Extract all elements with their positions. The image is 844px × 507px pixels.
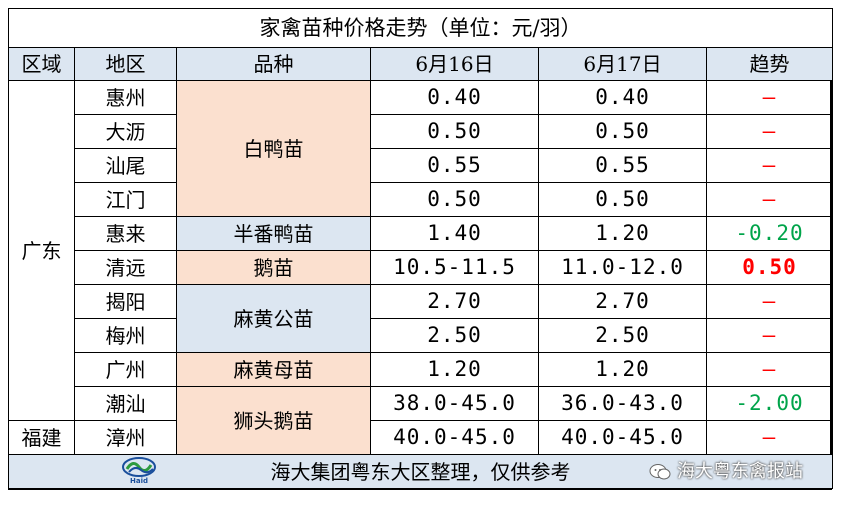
trend-cell: — — [705, 352, 834, 387]
region-cell: 清远 — [74, 250, 177, 285]
watermark: 海大粤东禽报站 — [649, 459, 803, 485]
trend-cell: — — [705, 114, 834, 149]
table-row: 潮汕 狮头鹅苗 38.0-45.0 36.0-43.0 -2.00 — [9, 386, 834, 455]
trend-cell: — — [705, 420, 834, 455]
trend-cell: — — [705, 318, 834, 353]
price-date2: 1.20 — [538, 352, 707, 387]
price-date1: 2.70 — [370, 284, 539, 319]
trend-cell: -0.20 — [705, 216, 834, 251]
region-cell: 大沥 — [74, 114, 177, 149]
table-row: 广东 惠州 白鸭苗 0.40 0.40 — — [8, 80, 834, 421]
price-date1: 0.40 — [370, 80, 539, 115]
table-row: 惠来 半番鸭苗 1.40 1.20 -0.20 — [9, 216, 834, 251]
price-date2: 36.0-43.0 — [538, 386, 707, 421]
price-date1: 38.0-45.0 — [370, 386, 539, 421]
table-row: 汕尾 0.55 0.55 — — [9, 148, 834, 183]
table-row: 清远 鹅苗 10.5-11.5 11.0-12.0 0.50 — [9, 250, 834, 285]
price-date2: 2.50 — [538, 318, 707, 353]
trend-cell: 0.50 — [705, 250, 834, 285]
region-cell: 江门 — [74, 182, 177, 217]
region-cell: 梅州 — [74, 318, 177, 353]
table-title: 家禽苗种价格走势（单位：元/羽） — [7, 8, 834, 48]
table-row: 揭阳 麻黄公苗 2.70 2.70 — — [9, 284, 834, 353]
variety-muscovy-half: 半番鸭苗 — [176, 216, 371, 251]
region-cell: 漳州 — [74, 420, 177, 455]
trend-cell: — — [705, 148, 834, 183]
header-area: 区域 — [8, 47, 75, 81]
price-date2: 0.50 — [538, 182, 707, 217]
price-date2: 40.0-45.0 — [538, 420, 707, 455]
logo-label: Haid — [130, 477, 148, 485]
variety-mahuang-male: 麻黄公苗 — [176, 284, 371, 353]
table-row: 广州 麻黄母苗 1.20 1.20 — — [9, 352, 834, 387]
region-cell: 潮汕 — [74, 386, 177, 421]
wechat-icon — [649, 464, 671, 480]
price-date1: 0.50 — [370, 114, 539, 149]
price-date1: 1.40 — [370, 216, 539, 251]
price-date2: 0.40 — [538, 80, 707, 115]
table-row: 江门 0.50 0.50 — — [9, 182, 834, 217]
price-table: 家禽苗种价格走势（单位：元/羽） 区域 地区 品种 6月16日 6月17日 趋势… — [7, 8, 834, 489]
table-row: 福建 漳州 40.0-45.0 40.0-45.0 — — [8, 420, 834, 455]
trend-cell: — — [705, 80, 834, 115]
header-trend: 趋势 — [705, 47, 834, 81]
table-row: 梅州 2.50 2.50 — — [9, 318, 834, 353]
header-variety: 品种 — [176, 47, 371, 81]
variety-mahuang-female: 麻黄母苗 — [176, 352, 371, 387]
price-date2: 0.55 — [538, 148, 707, 183]
table-row: 大沥 0.50 0.50 — — [9, 114, 834, 149]
area-guangdong: 广东 — [8, 80, 75, 421]
price-date1: 1.20 — [370, 352, 539, 387]
price-date1: 0.50 — [370, 182, 539, 217]
region-cell: 惠州 — [74, 80, 177, 115]
price-date1: 40.0-45.0 — [370, 420, 539, 455]
header-region: 地区 — [74, 47, 177, 81]
footer-bar: Haid 海大集团粤东大区整理，仅供参考 海大粤东禽报站 — [7, 454, 834, 489]
region-cell: 揭阳 — [74, 284, 177, 319]
variety-lion-goose: 狮头鹅苗 — [176, 386, 371, 455]
header-date1: 6月16日 — [370, 47, 539, 81]
price-date1: 10.5-11.5 — [370, 250, 539, 285]
footer-note: 海大集团粤东大区整理，仅供参考 — [270, 460, 571, 484]
price-date2: 2.70 — [538, 284, 707, 319]
trend-cell: — — [705, 284, 834, 319]
area-fujian: 福建 — [8, 420, 75, 455]
region-cell: 惠来 — [74, 216, 177, 251]
region-cell: 汕尾 — [74, 148, 177, 183]
price-date2: 11.0-12.0 — [538, 250, 707, 285]
price-date2: 1.20 — [538, 216, 707, 251]
region-cell: 广州 — [74, 352, 177, 387]
price-date1: 2.50 — [370, 318, 539, 353]
trend-cell: — — [705, 182, 834, 217]
haid-logo-icon — [122, 457, 156, 477]
variety-white-duck: 白鸭苗 — [176, 80, 371, 217]
watermark-text: 海大粤东禽报站 — [677, 461, 803, 482]
trend-cell: -2.00 — [705, 386, 834, 421]
header-date2: 6月17日 — [538, 47, 707, 81]
variety-goose: 鹅苗 — [176, 250, 371, 285]
price-date2: 0.50 — [538, 114, 707, 149]
price-date1: 0.55 — [370, 148, 539, 183]
